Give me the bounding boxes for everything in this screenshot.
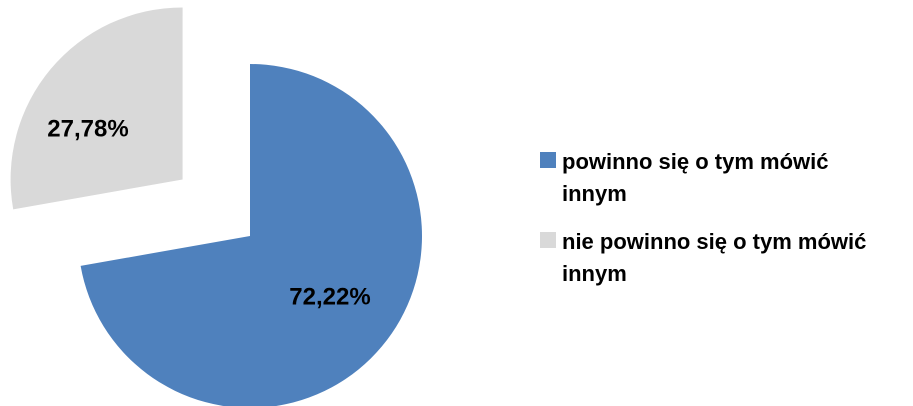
pie-slice bbox=[10, 7, 183, 210]
pie-slice bbox=[80, 64, 422, 406]
legend-label: nie powinno się o tym mówić innym bbox=[562, 229, 867, 286]
legend-swatch bbox=[540, 152, 556, 168]
legend-item: nie powinno się o tym mówić innym bbox=[540, 226, 890, 290]
data-label: 72,22% bbox=[289, 283, 370, 310]
legend-item: powinno się o tym mówić innym bbox=[540, 146, 890, 210]
legend: powinno się o tym mówić innym nie powinno… bbox=[540, 146, 890, 306]
data-label: 27,78% bbox=[47, 115, 128, 142]
legend-swatch bbox=[540, 232, 556, 248]
legend-label: powinno się o tym mówić innym bbox=[562, 149, 829, 206]
